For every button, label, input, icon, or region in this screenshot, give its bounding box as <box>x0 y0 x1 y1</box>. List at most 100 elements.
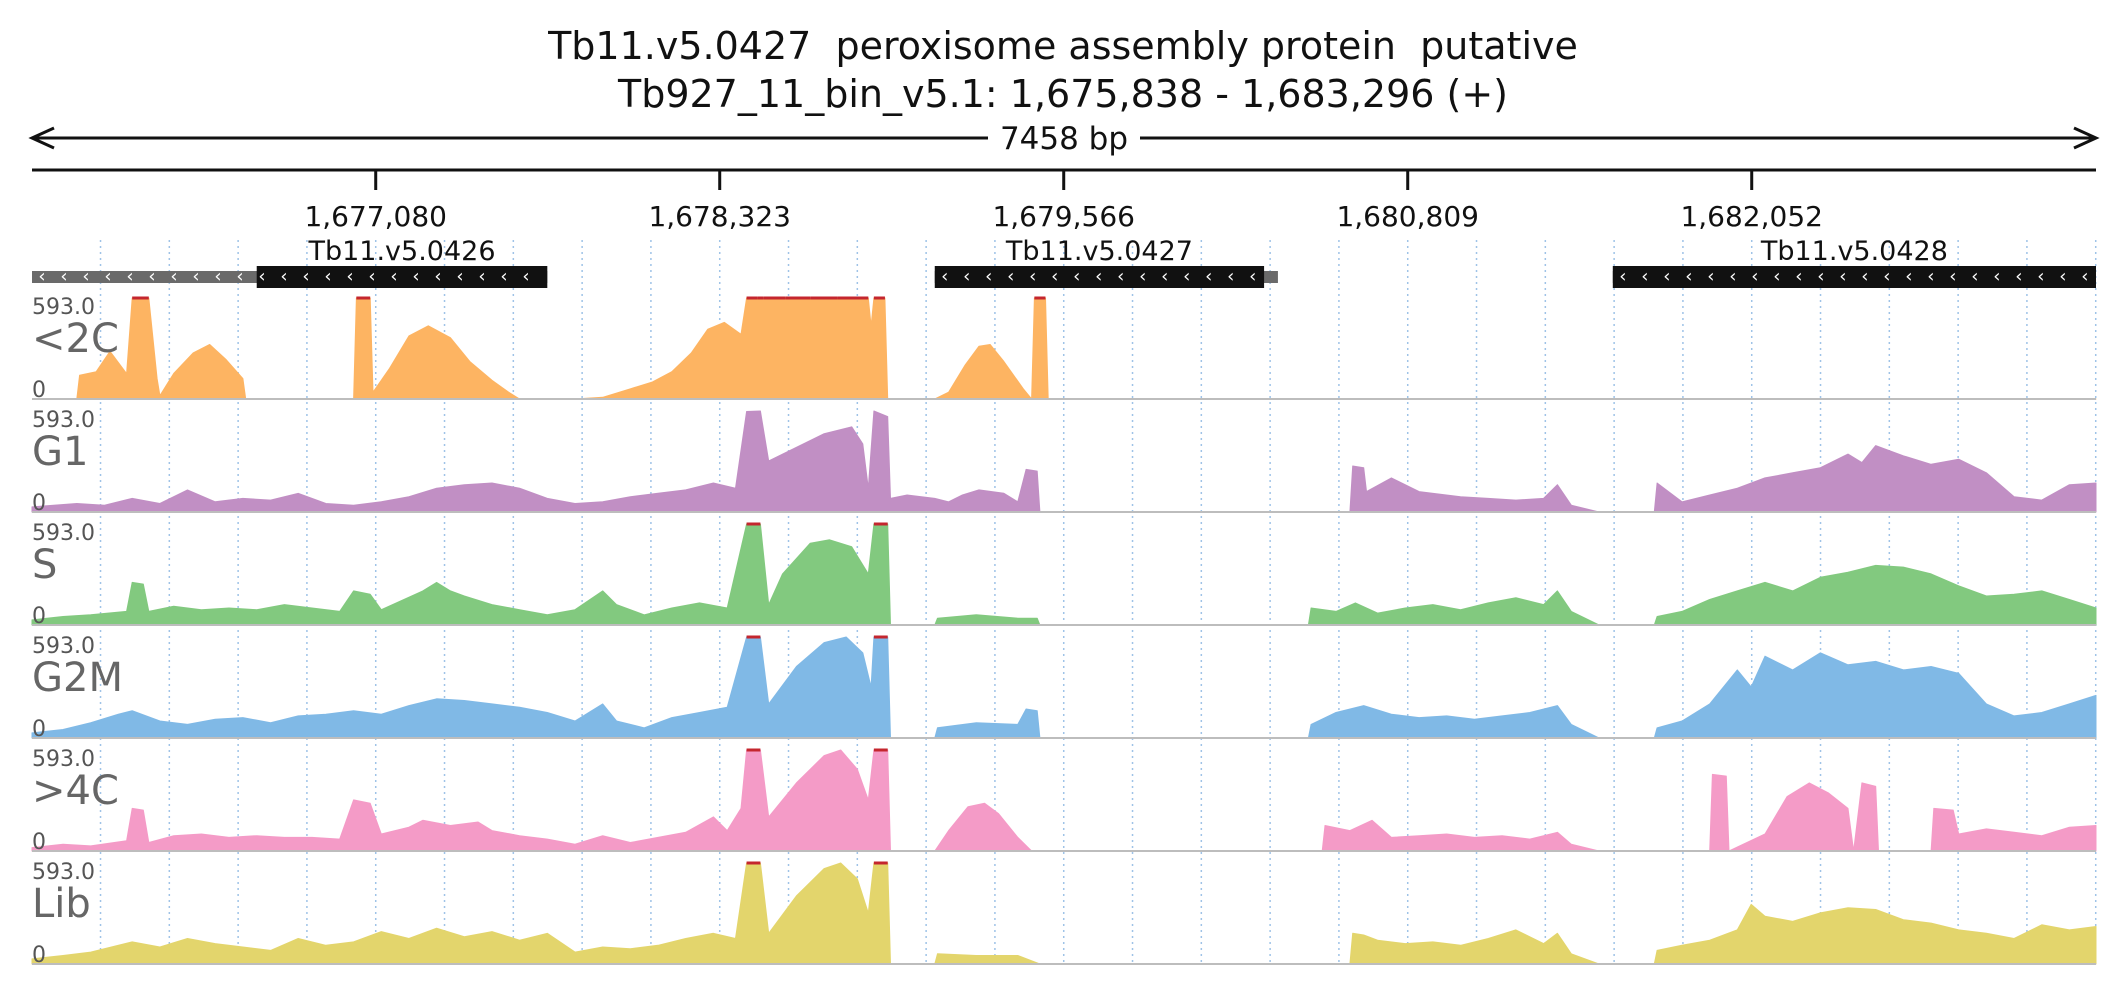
gene-cds-bar <box>256 266 548 288</box>
strand-arrow-icon: ‹ <box>368 266 375 287</box>
coordinate-ruler: 1,677,080 1,678,323 1,679,566 1,680,809 1,68… <box>32 168 2096 233</box>
ruler-tick-label: 1,680,809 <box>1336 200 1479 233</box>
strand-arrow-icon: ‹ <box>346 266 353 287</box>
strand-arrow-icon: ‹ <box>985 266 992 287</box>
strand-arrow-icon: ‹ <box>1249 266 1256 287</box>
gene-cds-bar <box>934 266 1265 288</box>
strand-arrow-icon: ‹ <box>38 266 45 287</box>
track-max-label: 593.0 <box>32 408 95 433</box>
strand-arrow-icon: ‹ <box>82 266 89 287</box>
strand-arrow-icon: ‹ <box>1971 266 1978 287</box>
strand-arrow-icon: ‹ <box>1685 266 1692 287</box>
track-max-label: 593.0 <box>32 521 95 546</box>
gene-track: ‹ ‹ ‹ ‹ ‹ ‹ ‹ ‹ ‹ ‹ ‹ ‹ ‹ ‹ ‹ ‹ ‹ ‹ ‹ ‹ ‹ ‹ ‹Tb11.v5.0426‹ ‹ ‹ ‹ ‹… <box>32 236 2096 288</box>
strand-arrow-icon: ‹ <box>1861 266 1868 287</box>
strand-arrow-icon: ‹ <box>963 266 970 287</box>
chart-title: Tb11.v5.0427 peroxisome assembly protein… <box>548 24 1578 68</box>
strand-arrow-icon: ‹ <box>2037 266 2044 287</box>
strand-arrow-icon: ‹ <box>456 266 463 287</box>
strand-arrow-icon: ‹ <box>1117 266 1124 287</box>
strand-arrow-icon: ‹ <box>2059 266 2066 287</box>
strand-arrow-icon: ‹ <box>280 266 287 287</box>
ruler-tick-label: 1,682,052 <box>1680 200 1823 233</box>
strand-arrow-icon: ‹ <box>1839 266 1846 287</box>
track-name: Lib <box>32 881 91 927</box>
ruler-tick-label: 1,678,323 <box>648 200 791 233</box>
coverage-track: 593.0 0 Lib <box>31 860 2097 968</box>
strand-arrow-icon: ‹ <box>412 266 419 287</box>
strand-arrow-icon: ‹ <box>2015 266 2022 287</box>
strand-arrow-icon: ‹ <box>104 266 111 287</box>
coverage-area <box>31 636 2097 739</box>
track-max-label: 593.0 <box>32 747 95 772</box>
track-min-label: 0 <box>32 830 46 855</box>
gene-model: ‹ ‹ ‹ ‹ ‹ ‹ ‹ ‹ ‹ ‹ ‹ ‹ ‹ ‹ ‹ ‹ ‹ ‹ ‹ ‹ ‹ ‹Tb11.v5.0428 <box>1612 236 2096 288</box>
strand-arrow-icon: ‹ <box>258 266 265 287</box>
strand-arrow-icon: ‹ <box>236 266 243 287</box>
track-max-label: 593.0 <box>32 860 95 885</box>
ruler-tick-label: 1,677,080 <box>304 200 447 233</box>
strand-arrow-icon: ‹ <box>2081 266 2088 287</box>
track-name: S <box>32 542 57 588</box>
strand-arrow-icon: ‹ <box>1905 266 1912 287</box>
coverage-area <box>76 297 2097 400</box>
span-arrow-left <box>28 126 55 150</box>
track-min-label: 0 <box>32 717 46 742</box>
strand-arrow-icon: ‹ <box>1773 266 1780 287</box>
strand-arrow-icon: ‹ <box>1707 266 1714 287</box>
title-block: Tb11.v5.0427 peroxisome assembly protein… <box>0 22 2126 118</box>
strand-arrow-icon: ‹ <box>434 266 441 287</box>
span-arrow-right <box>2073 126 2100 150</box>
coverage-track: 593.0 0 G2M <box>31 634 2097 742</box>
gene-label: Tb11.v5.0428 <box>1760 236 1948 267</box>
coverage-track: 593.0 0 S <box>31 521 2097 629</box>
strand-arrow-icon: ‹ <box>1007 266 1014 287</box>
strand-arrow-icon: ‹ <box>1095 266 1102 287</box>
coverage-track: 593.0 0 G1 <box>31 408 2097 516</box>
coverage-track: 593.0 0 >4C <box>31 747 2097 855</box>
strand-arrow-icon: ‹ <box>170 266 177 287</box>
strand-arrow-icon: ‹ <box>1663 266 1670 287</box>
track-name: G2M <box>32 655 123 701</box>
strand-arrow-icon: ‹ <box>302 266 309 287</box>
strand-arrow-icon: ‹ <box>324 266 331 287</box>
strand-arrow-icon: ‹ <box>1641 266 1648 287</box>
strand-arrow-icon: ‹ <box>478 266 485 287</box>
track-min-label: 0 <box>32 378 46 403</box>
strand-arrow-icon: ‹ <box>1161 266 1168 287</box>
track-min-label: 0 <box>32 943 46 968</box>
track-max-label: 593.0 <box>32 295 95 320</box>
gene-label: Tb11.v5.0426 <box>307 236 495 267</box>
strand-arrow-icon: ‹ <box>1817 266 1824 287</box>
strand-arrow-icon: ‹ <box>1139 266 1146 287</box>
strand-arrow-icon: ‹ <box>148 266 155 287</box>
track-min-label: 0 <box>32 604 46 629</box>
gene-model: ‹ ‹ ‹ ‹ ‹ ‹ ‹ ‹ ‹ ‹ ‹ ‹ ‹ ‹ ‹Tb11.v5.0427 <box>934 236 1278 288</box>
track-min-label: 0 <box>32 491 46 516</box>
ruler-tick-label: 1,679,566 <box>992 200 1135 233</box>
strand-arrow-icon: ‹ <box>1227 266 1234 287</box>
strand-arrow-icon: ‹ <box>1795 266 1802 287</box>
coverage-area <box>31 523 2097 626</box>
track-max-label: 593.0 <box>32 634 95 659</box>
strand-arrow-icon: ‹ <box>390 266 397 287</box>
strand-arrow-icon: ‹ <box>1029 266 1036 287</box>
strand-arrow-icon: ‹ <box>1183 266 1190 287</box>
track-name: <2C <box>32 316 119 362</box>
coverage-track: 593.0 0 <2C <box>32 295 2097 403</box>
strand-arrow-icon: ‹ <box>1051 266 1058 287</box>
track-name: G1 <box>32 429 88 475</box>
coverage-area <box>31 410 2097 513</box>
strand-arrow-icon: ‹ <box>1883 266 1890 287</box>
strand-arrow-icon: ‹ <box>60 266 67 287</box>
strand-arrow-icon: ‹ <box>1073 266 1080 287</box>
strand-arrow-icon: ‹ <box>1729 266 1736 287</box>
strand-arrow-icon: ‹ <box>1619 266 1626 287</box>
strand-arrow-icon: ‹ <box>192 266 199 287</box>
strand-arrow-icon: ‹ <box>214 266 221 287</box>
coverage-tracks: 593.00<2C593.00G1593.00S593.00G2M593.00>… <box>31 295 2097 968</box>
gene-cds-bar <box>1612 266 2096 288</box>
strand-arrow-icon: ‹ <box>1993 266 2000 287</box>
